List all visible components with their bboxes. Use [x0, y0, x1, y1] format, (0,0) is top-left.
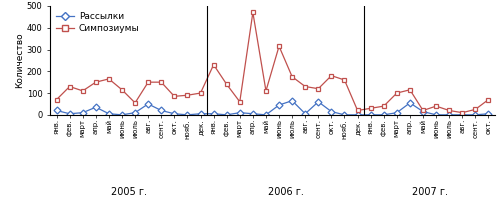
- Text: 2007 г.: 2007 г.: [412, 187, 448, 197]
- Legend: Рассылки, Симпозиумы: Рассылки, Симпозиумы: [54, 10, 142, 35]
- Text: 2005 г.: 2005 г.: [110, 187, 146, 197]
- Y-axis label: Количество: Количество: [14, 33, 24, 88]
- Text: 2006 г.: 2006 г.: [268, 187, 304, 197]
